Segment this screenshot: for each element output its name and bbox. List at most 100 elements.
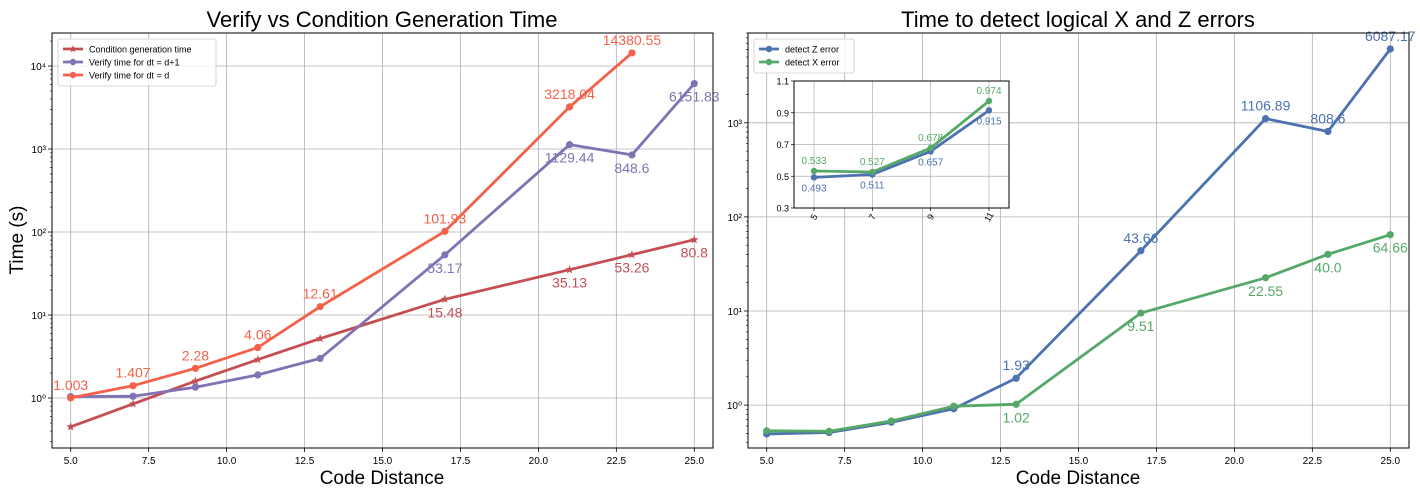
right-x-tick-label: 10.0 (913, 456, 933, 467)
right-x-tick-label: 7.5 (838, 456, 852, 467)
left-x-tick-label: 22.5 (607, 456, 627, 467)
data-point (1137, 247, 1145, 255)
right-x-tick-label: 15.0 (1069, 456, 1089, 467)
left-x-tick-label: 17.5 (451, 456, 471, 467)
left-data-labels: 15.48 35.13 53.26 80.8 53.17 1129.44 848.6 6151… (53, 32, 720, 393)
legend-label: detect X error (785, 58, 840, 68)
legend-marker (69, 71, 77, 79)
legend-label: Verify time for dt = d (89, 71, 169, 81)
inset-x-tick-label: 7 (867, 212, 878, 221)
data-label: 4.06 (244, 327, 271, 343)
right-x-tick-label: 12.5 (991, 456, 1011, 467)
data-point (690, 79, 698, 88)
left-grid (52, 33, 713, 448)
inset-chart: 0.3 0.5 0.7 0.9 1.1 5 7 9 11 0.493 0.511 0.657 0.915… (776, 77, 1010, 224)
inset-data-point (869, 168, 876, 176)
data-point (441, 251, 449, 259)
inset-x-tick-label: 5 (808, 212, 819, 221)
data-point (1386, 45, 1394, 53)
inset-series-line (813, 109, 990, 179)
data-label: 53.17 (427, 260, 462, 276)
data-label: 12.61 (303, 286, 338, 302)
inset-data-label: 0.974 (976, 86, 1001, 97)
data-label: 808.6 (1310, 110, 1345, 126)
left-legend: Condition generation time Verify time for… (57, 38, 217, 87)
inset-x-tick-label: 9 (925, 212, 936, 221)
data-point (1324, 250, 1332, 258)
inset-data-label: 0.657 (918, 157, 943, 168)
legend-marker (765, 45, 773, 53)
left-x-tick-label: 20.0 (529, 456, 549, 467)
left-axis-ticks: 5.0 7.5 10.0 12.5 15.0 17.5 20.0 22.5 25.0 10⁰ 10¹… (31, 40, 705, 467)
data-label: 3218.04 (544, 86, 595, 102)
left-series-group (66, 49, 699, 431)
left-x-axis-label: Code Distance (320, 468, 445, 489)
data-point (254, 371, 262, 379)
right-x-axis-label: Code Distance (1016, 468, 1141, 489)
data-point (627, 250, 637, 259)
left-x-tick-label: 12.5 (295, 456, 315, 467)
right-x-tick-label: 25.0 (1381, 456, 1401, 467)
data-label: 80.8 (681, 245, 708, 261)
data-point (316, 303, 324, 311)
legend-marker (69, 58, 77, 66)
data-point (825, 427, 833, 435)
data-point (254, 343, 262, 352)
left-x-tick-label: 10.0 (217, 456, 237, 467)
right-legend: detect Z error detect X error (753, 38, 855, 74)
data-point (1012, 400, 1020, 408)
left-x-tick-label: 5.0 (64, 456, 78, 467)
data-label: 15.48 (427, 304, 462, 320)
legend-box (57, 38, 217, 87)
right-x-tick-label: 5.0 (760, 456, 774, 467)
legend-marker (69, 45, 77, 53)
right-data-labels: 1.93 43.66 1106.89 808.6 6087.17 1.02 9.51 22.5… (1003, 28, 1416, 425)
inset-data-point (927, 144, 934, 152)
right-x-tick-label: 22.5 (1303, 456, 1323, 467)
legend-label: detect Z error (785, 45, 839, 55)
inset-frame (793, 80, 1010, 209)
data-point (1261, 274, 1270, 282)
legend-marker (765, 58, 773, 66)
data-point (191, 364, 200, 372)
data-label: 1.407 (116, 365, 151, 381)
left-y-tick-label: 10³ (32, 145, 47, 156)
right-series-group (763, 45, 1394, 438)
data-point (565, 141, 574, 149)
right-x-tick-label: 17.5 (1147, 456, 1167, 467)
inset-data-label: 0.511 (860, 181, 885, 192)
right-y-tick-label: 10² (728, 213, 743, 224)
data-label: 64.66 (1373, 240, 1408, 256)
data-point (950, 402, 958, 410)
inset-y-tick-label: 0.7 (776, 140, 789, 150)
inset-data-label: 0.527 (860, 157, 885, 168)
data-point (565, 103, 574, 111)
inset-data-point (985, 97, 993, 105)
data-point (763, 427, 771, 435)
inset-y-tick-label: 1.1 (776, 77, 789, 87)
left-y-tick-label: 10⁰ (31, 394, 46, 405)
data-point (1261, 115, 1270, 123)
inset-y-tick-label: 0.3 (776, 204, 789, 214)
data-point (129, 392, 137, 400)
right-chart: Time to detect logical X and Z errors 1.… (727, 7, 1416, 489)
data-point (1137, 309, 1145, 317)
right-x-tick-label: 20.0 (1225, 456, 1245, 467)
data-point (628, 151, 636, 159)
data-label: 22.55 (1248, 283, 1283, 299)
inset-series-line (813, 99, 990, 174)
series-line-verify-time-for-dt-d (70, 51, 633, 400)
right-chart-title: Time to detect logical X and Z errors (901, 7, 1255, 32)
data-point (690, 235, 699, 244)
inset-data-point (810, 167, 818, 175)
data-label: 6151.83 (669, 89, 720, 105)
left-x-tick-label: 25.0 (685, 456, 705, 467)
left-chart: Verify vs Condition Generation Time 15.4… (7, 7, 720, 489)
data-label: 848.6 (614, 160, 649, 176)
data-point (1012, 374, 1020, 382)
data-point (440, 294, 450, 303)
left-y-axis-label: Time (s) (7, 206, 28, 275)
data-label: 14380.55 (603, 32, 662, 48)
inset-y-tick-label: 0.9 (776, 108, 789, 118)
